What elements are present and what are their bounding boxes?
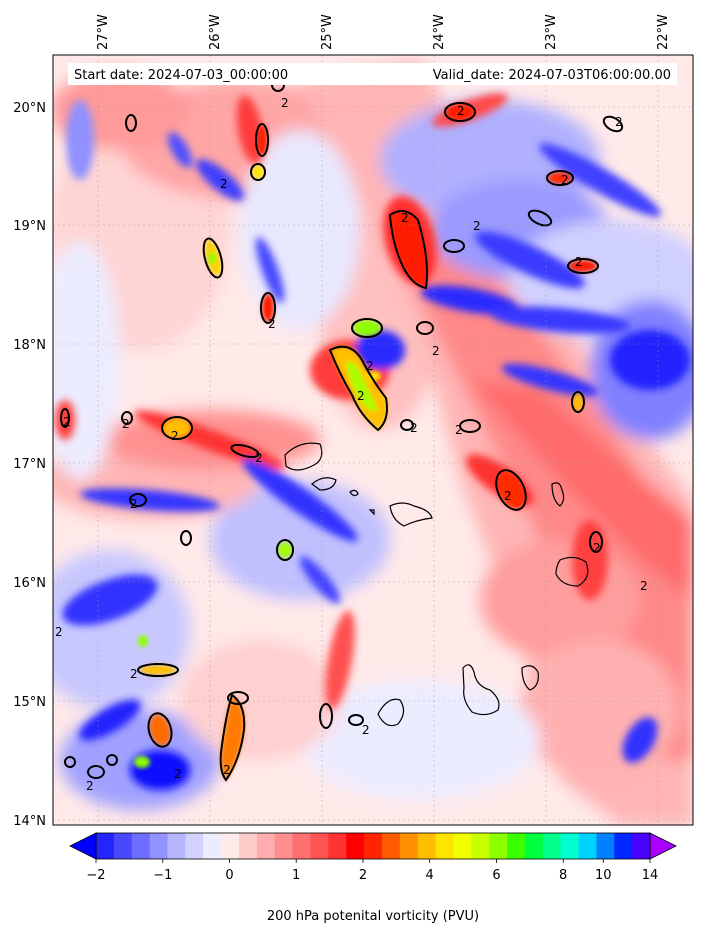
colorbar: −2 −1 0 1 2 4 6 8 10 14 200 hPa potenital vortici… [69,832,677,924]
start-date-label: Start date: 2024-07-03_00:00:00 [74,68,288,83]
colorbar-cell [560,833,580,859]
colorbar-cell [578,833,597,859]
header-bar [68,63,677,85]
colorbar-tick-label: 0 [225,868,233,883]
contour-label: 2 [504,489,512,503]
lon-label: 23°W [544,14,559,50]
colorbar-cell [489,833,508,859]
contour-label: 2 [122,417,130,431]
colorbar-cell [113,833,133,859]
colorbar-cell [221,833,240,859]
lat-label: 17°N [13,457,46,472]
contour-label: 2 [473,219,481,233]
colorbar-cell [238,833,258,859]
colorbar-cell [346,833,365,859]
contour-label: 2 [174,767,182,781]
contour-label: 2 [223,763,231,777]
plot-frame [52,54,694,826]
colorbar-cell [96,833,115,859]
colorbar-extend-low [69,832,97,860]
colorbar-cell [167,833,186,859]
colorbar-frame [95,832,651,860]
contour-label: 2 [130,667,138,681]
lon-label: 24°W [432,14,447,50]
contour-label: 2 [130,497,138,511]
contour-label: 2 [432,344,440,358]
colorbar-cell [328,833,347,859]
valid-date-label: Valid_date: 2024-07-03T06:00:00.00 [433,68,671,83]
colorbar-cell [399,833,419,859]
contour-label: 2 [401,211,409,225]
colorbar-cell [417,833,437,859]
colorbar-cell [381,833,401,859]
colorbar-cells [96,833,651,859]
colorbar-cell [149,833,169,859]
longitude-labels: 27°W 26°W 25°W 24°W 23°W 22°W [96,14,671,50]
contour-label: 2 [457,104,465,118]
colorbar-cell [310,833,329,859]
lon-label: 25°W [320,14,335,50]
colorbar-tick-label: 2 [359,868,367,883]
contour-label: 2 [362,723,370,737]
colorbar-cell [274,833,294,859]
contour-label: 2 [575,255,583,269]
colorbar-tick-label: 8 [559,868,567,883]
lon-label: 22°W [656,14,671,50]
lat-label: 18°N [13,338,46,353]
lat-label: 15°N [13,695,46,710]
colorbar-tick-label: 4 [426,868,434,883]
contour-label: 2 [640,579,648,593]
colorbar-label: 200 hPa potenital vorticity (PVU) [267,909,479,924]
contour-label: 2 [615,115,623,129]
colorbar-cell [292,833,312,859]
contour-label: 2 [593,541,601,555]
colorbar-cell [614,833,633,859]
colorbar-cell [185,833,204,859]
contour-label: 2 [410,421,418,435]
lat-label: 14°N [13,814,46,829]
contour-label: 2 [268,317,276,331]
colorbar-tick-label: 14 [642,868,659,883]
colorbar-tick-label: −1 [153,868,172,883]
contour-label: 2 [86,779,94,793]
contour-label: 2 [281,96,289,110]
colorbar-tick-label: −2 [86,868,105,883]
contour-label: 2 [63,415,71,429]
colorbar-tick-label: 6 [492,868,500,883]
colorbar-tick-label: 10 [595,868,612,883]
lat-label: 19°N [13,219,46,234]
contour-labels: 2 2 2 2 2 2 2 2 2 2 2 2 2 2 2 2 2 2 2 2 … [55,96,648,793]
contour-label: 2 [366,359,374,373]
contour-label: 2 [455,423,463,437]
colorbar-cell [632,833,651,859]
contour-label: 2 [561,173,569,187]
colorbar-cell [596,833,615,859]
lon-label: 27°W [96,14,111,50]
colorbar-cell [203,833,222,859]
colorbar-ticks: −2 −1 0 1 2 4 6 8 10 14 [86,859,658,883]
lat-label: 20°N [13,101,46,116]
colorbar-cell [542,833,562,859]
colorbar-cell [507,833,526,859]
latitude-labels: 20°N 19°N 18°N 17°N 16°N 15°N 14°N [13,101,46,829]
colorbar-cell [453,833,472,859]
contour-label: 2 [255,451,263,465]
colorbar-cell [364,833,383,859]
contour-label: 2 [357,389,365,403]
contour-label: 2 [171,429,179,443]
lon-label: 26°W [208,14,223,50]
contour-label: 2 [55,625,63,639]
contour-label: 2 [220,177,228,191]
colorbar-tick-label: 1 [292,868,300,883]
colorbar-cell [435,833,455,859]
lat-label: 16°N [13,576,46,591]
colorbar-cell [256,833,276,859]
pv-field: 2 2 2 2 2 2 2 2 2 2 2 2 2 2 2 2 2 2 2 2 … [53,55,693,825]
colorbar-extend-high [649,832,677,860]
colorbar-cell [471,833,490,859]
colorbar-cell [524,833,544,859]
colorbar-cell [131,833,151,859]
